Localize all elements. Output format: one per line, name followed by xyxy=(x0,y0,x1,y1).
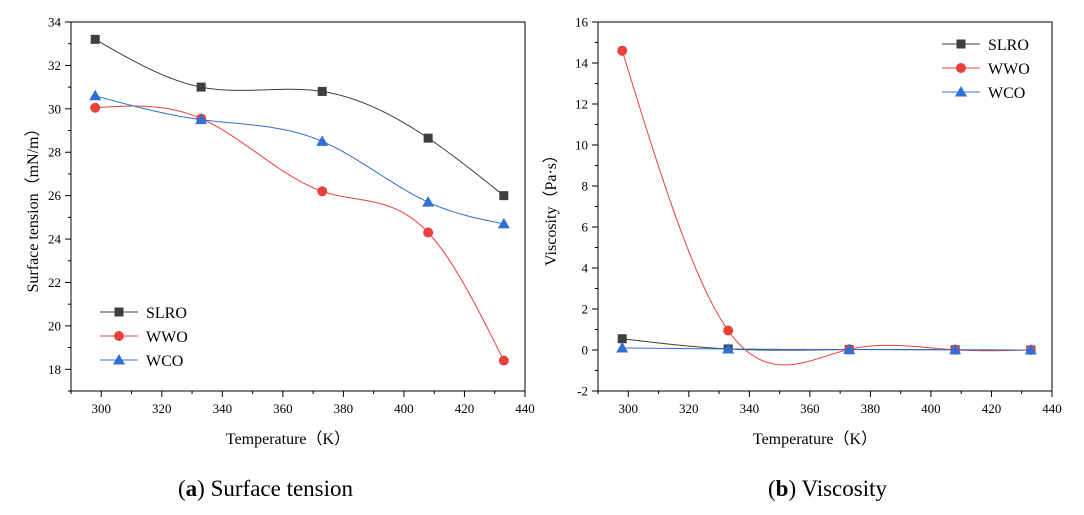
x-tick-label-420: 420 xyxy=(455,401,475,416)
y-tick-label-18: 18 xyxy=(48,362,61,377)
surface-tension-chart: 300 320 340 360 380 400 420 440 18 20 22 24 26 28 30 32… xyxy=(24,15,535,449)
series-line-slro xyxy=(94,38,505,197)
legend-label-wwo: WWO xyxy=(146,329,188,346)
y-tick-label-0: 0 xyxy=(582,343,589,358)
data-point-wwo-298 xyxy=(90,102,101,113)
data-point-wco-433 xyxy=(1024,344,1037,355)
data-point-wwo-333 xyxy=(723,325,734,336)
plot-frame xyxy=(70,21,526,392)
x-tick-label-380: 380 xyxy=(861,401,881,416)
caption-letter-a: a xyxy=(185,476,198,501)
y-tick-label-26: 26 xyxy=(48,188,62,203)
x-tick-label-360: 360 xyxy=(273,401,293,416)
data-point-wco-408 xyxy=(949,343,962,355)
data-point-wco-433 xyxy=(497,217,510,229)
x-axis-title: Temperature（K） xyxy=(753,430,877,448)
legend-circle-icon xyxy=(114,331,124,341)
caption-text-a: Surface tension xyxy=(210,476,354,501)
y-tick-label-24: 24 xyxy=(48,232,62,247)
y-tick-label-12: 12 xyxy=(575,97,588,112)
caption-letter-b: b xyxy=(775,476,789,501)
legend-label-wco: WCO xyxy=(988,85,1025,102)
data-point-slro-408 xyxy=(423,133,433,143)
y-tick-label-6: 6 xyxy=(582,220,589,235)
data-point-slro-298 xyxy=(90,34,100,44)
data-point-wwo-408 xyxy=(423,227,434,238)
x-axis-title: Temperature（K） xyxy=(226,430,350,448)
data-point-wco-298 xyxy=(616,341,629,353)
x-tick-label-320: 320 xyxy=(152,401,172,416)
y-tick-label-10: 10 xyxy=(575,138,588,153)
data-point-wco-333 xyxy=(722,342,735,354)
x-tick-label-400: 400 xyxy=(394,401,414,416)
data-point-slro-373 xyxy=(317,86,327,96)
legend-label-slro: SLRO xyxy=(146,305,187,322)
y-tick-label-8: 8 xyxy=(582,179,589,194)
y-axis-title: Surface tension（mN/m） xyxy=(24,121,42,293)
x-tick-label-300: 300 xyxy=(92,401,112,416)
series-line-wco xyxy=(95,95,504,225)
y-tick-label-32: 32 xyxy=(48,58,61,73)
data-point-slro-333 xyxy=(196,82,206,92)
x-tick-label-440: 440 xyxy=(515,401,535,416)
y-tick-label-28: 28 xyxy=(48,145,61,160)
x-tick-label-300: 300 xyxy=(619,401,639,416)
x-tick-label-340: 340 xyxy=(740,401,760,416)
legend-triangle-icon xyxy=(113,354,125,365)
legend-triangle-icon xyxy=(955,86,967,97)
caption-text-b: Viscosity xyxy=(801,476,887,501)
y-tick-label-2: 2 xyxy=(582,302,589,317)
plot-frame xyxy=(597,21,1053,392)
data-point-wco-373 xyxy=(843,343,856,355)
y-tick-label-34: 34 xyxy=(48,15,62,30)
y-tick-label-20: 20 xyxy=(48,318,61,333)
x-tick-label-380: 380 xyxy=(334,401,354,416)
data-point-wco-373 xyxy=(316,135,329,146)
legend-label-slro: SLRO xyxy=(988,37,1029,54)
x-tick-label-400: 400 xyxy=(921,401,941,416)
y-tick-label-22: 22 xyxy=(48,275,61,290)
data-point-wwo-433 xyxy=(498,355,509,366)
caption-surface-tension: (a) Surface tension xyxy=(178,476,354,501)
legend-label-wwo: WWO xyxy=(988,61,1030,78)
caption-viscosity: (b) Viscosity xyxy=(768,476,887,501)
viscosity-chart: 300 320 340 360 380 400 420 440 -2 0 2 4 6 8 10 12 14 16 T… xyxy=(542,15,1062,449)
data-point-wco-408 xyxy=(422,196,435,207)
y-tick-label-14: 14 xyxy=(575,56,589,71)
legend-circle-icon xyxy=(956,63,966,73)
data-point-wwo-373 xyxy=(317,186,328,197)
data-point-wwo-298 xyxy=(617,45,628,56)
x-tick-label-320: 320 xyxy=(679,401,699,416)
data-point-wco-333 xyxy=(195,113,208,125)
y-tick-label-4: 4 xyxy=(582,261,589,276)
legend-label-wco: WCO xyxy=(146,353,183,370)
data-point-slro-298 xyxy=(617,334,627,344)
legend-square-icon xyxy=(956,39,966,49)
data-point-wco-298 xyxy=(89,89,102,101)
x-tick-label-420: 420 xyxy=(982,401,1002,416)
y-axis-title: Viscosity（Pa·s） xyxy=(542,147,560,266)
series-line-wwo xyxy=(95,105,505,361)
x-tick-label-440: 440 xyxy=(1042,401,1062,416)
y-tick-label-2: -2 xyxy=(577,384,588,399)
legend-square-icon xyxy=(114,307,124,317)
data-point-slro-433 xyxy=(499,191,509,201)
x-tick-label-360: 360 xyxy=(800,401,820,416)
x-tick-label-340: 340 xyxy=(213,401,233,416)
y-tick-label-16: 16 xyxy=(575,15,589,30)
series-line-wwo xyxy=(621,50,1031,366)
y-tick-label-30: 30 xyxy=(48,101,61,116)
series-line-wco xyxy=(622,347,1031,351)
